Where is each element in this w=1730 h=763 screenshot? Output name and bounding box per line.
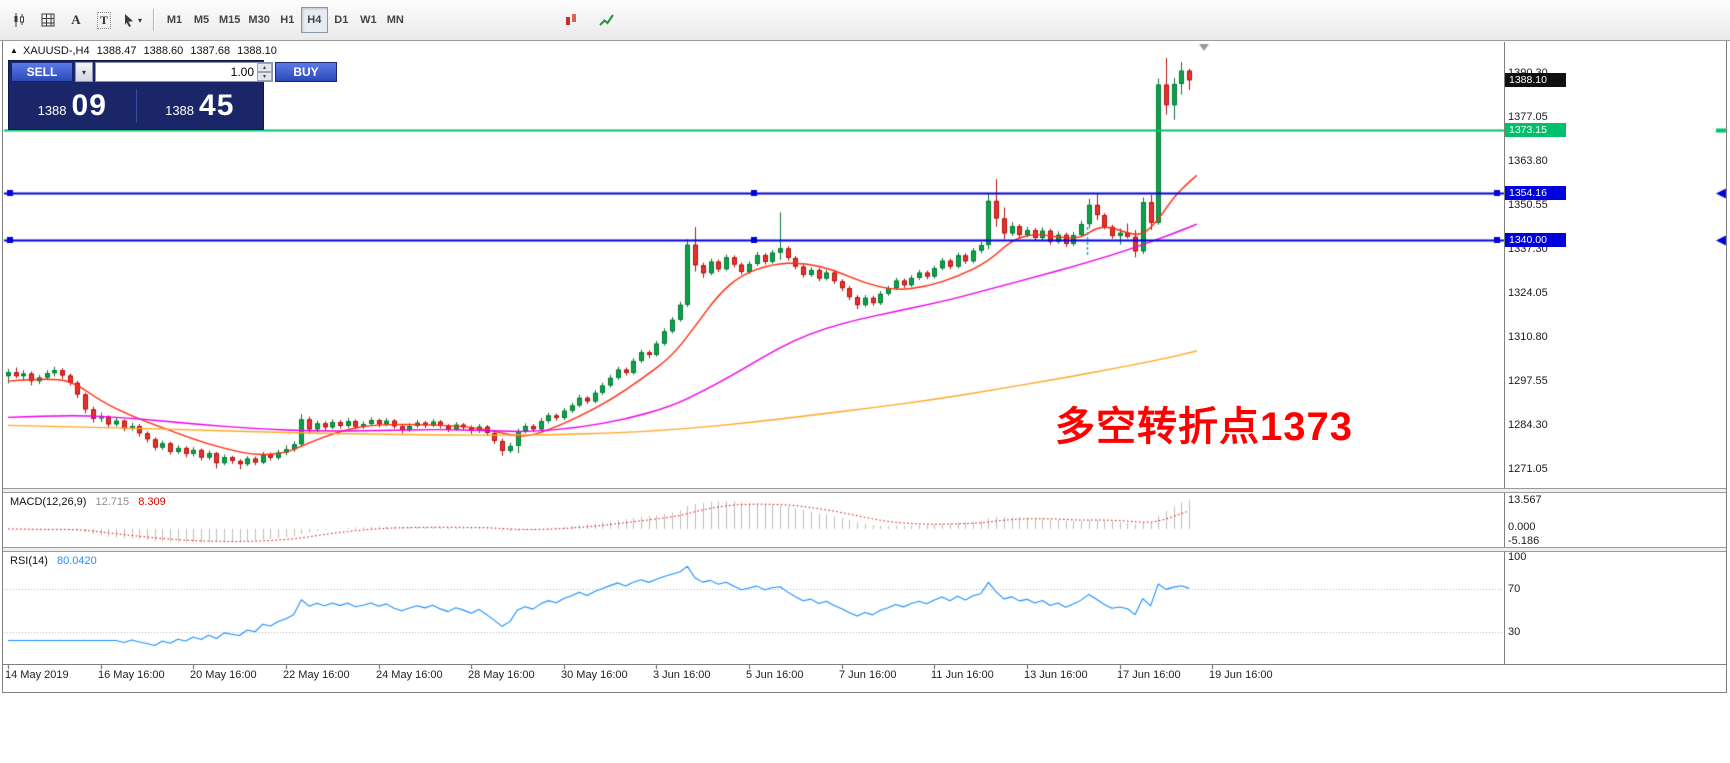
- sell-price-big: 09: [71, 89, 107, 122]
- macd-indicator-label: MACD(12,26,9) 12.715 8.309: [10, 496, 172, 508]
- price-scale-divider: [1504, 42, 1505, 664]
- letter-t-glyph: T: [96, 11, 111, 29]
- letter-a-glyph: A: [71, 12, 81, 27]
- cursor-tool-icon[interactable]: ▾: [118, 7, 146, 33]
- sell-price-display[interactable]: 1388 09: [9, 89, 136, 123]
- trade-panel-controls: SELL ▾ ▴ ▾ BUY: [9, 61, 337, 83]
- close-value: 1388.10: [237, 45, 277, 57]
- window-border-bottom: [2, 692, 1727, 693]
- red-bars-glyph: [565, 14, 576, 25]
- timeframe-m30-button[interactable]: M30: [244, 7, 273, 33]
- buy-price-prefix: 1388: [165, 103, 195, 118]
- trade-panel-prices: 1388 09 1388 45: [9, 83, 263, 129]
- macd-main-value: 12.715: [95, 496, 130, 508]
- indicators-icon[interactable]: [593, 7, 621, 33]
- chart-annotation-text: 多空转折点1373: [1055, 405, 1353, 449]
- volume-input[interactable]: [96, 63, 257, 81]
- toolbar-separator: [153, 9, 155, 31]
- macd-name: MACD(12,26,9): [10, 496, 87, 508]
- low-value: 1387.68: [190, 45, 231, 57]
- buy-price-big: 45: [199, 89, 235, 122]
- open-value: 1388.47: [96, 45, 137, 57]
- text-box-icon[interactable]: T: [90, 7, 118, 33]
- buy-price-display[interactable]: 1388 45: [137, 89, 264, 123]
- order-options-dropdown[interactable]: ▾: [75, 62, 93, 82]
- timeframe-m1-button[interactable]: M1: [161, 7, 188, 33]
- timeline-border: [3, 664, 1726, 665]
- volume-up-button[interactable]: ▴: [257, 63, 272, 72]
- sell-button[interactable]: SELL: [11, 62, 73, 82]
- text-label-icon[interactable]: A: [62, 7, 90, 33]
- panel-separator-macd[interactable]: [3, 488, 1726, 493]
- timeframe-h4-button[interactable]: H4: [300, 7, 328, 33]
- timeframe-m5-button[interactable]: M5: [188, 7, 215, 33]
- grid-glyph: [41, 13, 55, 27]
- candlestick-glyph: [14, 13, 24, 27]
- volume-down-button[interactable]: ▾: [257, 72, 272, 81]
- window-border-left: [2, 41, 3, 693]
- new-order-icon[interactable]: [557, 7, 585, 33]
- high-value: 1388.60: [143, 45, 184, 57]
- buy-button[interactable]: BUY: [275, 62, 337, 82]
- macd-signal-value: 8.309: [138, 496, 166, 508]
- volume-stepper: ▴ ▾: [257, 63, 272, 81]
- rsi-value: 80.0420: [56, 555, 97, 567]
- timeframe-h1-button[interactable]: H1: [274, 7, 301, 33]
- timeframe-mn-button[interactable]: MN: [382, 7, 409, 33]
- main-toolbar: A T ▾ M1 M5 M15 M30 H1 H4 D1 W1 MN: [0, 0, 1730, 41]
- price-divider: [135, 89, 137, 123]
- window-border-right: [1726, 41, 1727, 693]
- rsi-name: RSI(14): [10, 555, 48, 567]
- collapse-marker-icon: ▲: [10, 46, 18, 55]
- cursor-glyph: [125, 13, 133, 27]
- chevron-down-icon: ▾: [138, 15, 143, 25]
- chart-ohlc-header: ▲ XAUUSD-,H4 1388.47 1388.60 1387.68 138…: [10, 45, 281, 57]
- timeframe-m15-button[interactable]: M15: [215, 7, 244, 33]
- chart-type-icon[interactable]: [6, 7, 34, 33]
- timeframe-w1-button[interactable]: W1: [355, 7, 382, 33]
- symbol-period-label: XAUUSD-,H4: [22, 45, 90, 57]
- one-click-trading-panel: SELL ▾ ▴ ▾ BUY 1388 09 1388 45: [8, 60, 337, 130]
- panel-separator-rsi[interactable]: [3, 547, 1726, 552]
- sell-price-prefix: 1388: [37, 103, 67, 118]
- timeframe-d1-button[interactable]: D1: [328, 7, 355, 33]
- grid-icon[interactable]: [34, 7, 62, 33]
- volume-field: ▴ ▾: [95, 62, 273, 82]
- green-line-glyph: [599, 14, 615, 26]
- rsi-indicator-label: RSI(14) 80.0420: [10, 555, 103, 567]
